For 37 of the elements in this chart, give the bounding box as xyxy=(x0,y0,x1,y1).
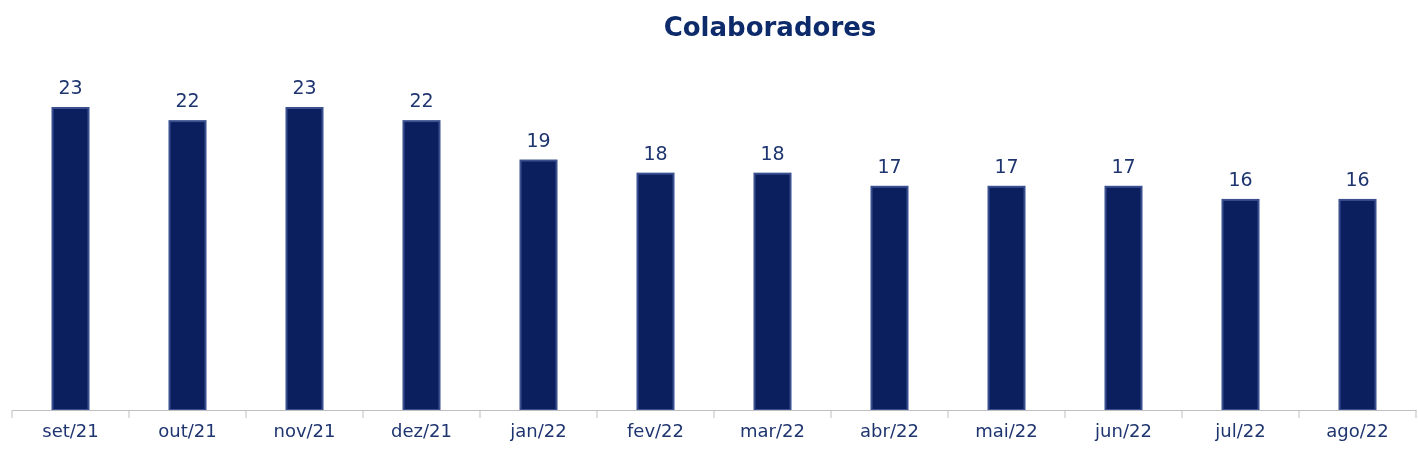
bar xyxy=(51,107,90,411)
data-label: 22 xyxy=(175,89,200,112)
x-tick-label: dez/21 xyxy=(391,419,452,441)
bar xyxy=(1104,185,1143,411)
data-label: 16 xyxy=(1228,167,1253,190)
x-tick-label: mar/22 xyxy=(740,419,805,441)
chart-title: Colaboradores xyxy=(663,12,877,42)
bar xyxy=(285,107,324,411)
bar xyxy=(168,120,207,411)
data-label: 23 xyxy=(292,76,317,98)
x-tick-label: jun/22 xyxy=(1094,419,1152,441)
data-label: 17 xyxy=(877,154,902,177)
data-label: 19 xyxy=(526,128,551,151)
bar xyxy=(870,185,909,411)
bar xyxy=(753,172,792,411)
x-tick-label: mai/22 xyxy=(975,419,1038,441)
x-tick-label: ago/22 xyxy=(1326,419,1389,441)
data-label: 17 xyxy=(1111,154,1136,177)
data-label: 18 xyxy=(643,141,668,164)
x-tick-label: nov/21 xyxy=(273,419,336,441)
data-label: 16 xyxy=(1345,167,1370,190)
data-label: 18 xyxy=(760,141,785,164)
bar xyxy=(1221,198,1260,411)
x-tick-label: out/21 xyxy=(158,419,217,441)
bar xyxy=(636,172,675,411)
bar xyxy=(519,159,558,411)
data-label: 22 xyxy=(409,89,434,112)
data-label: 23 xyxy=(58,76,83,98)
bar xyxy=(402,120,441,411)
bar xyxy=(1338,198,1377,411)
x-tick-label: abr/22 xyxy=(860,419,919,441)
x-tick-label: jan/22 xyxy=(509,419,567,441)
x-tick-label: jul/22 xyxy=(1214,419,1266,441)
x-tick-label: set/21 xyxy=(42,419,99,441)
bar xyxy=(987,185,1026,411)
x-tick-label: fev/22 xyxy=(626,419,685,441)
data-label: 17 xyxy=(994,154,1019,177)
